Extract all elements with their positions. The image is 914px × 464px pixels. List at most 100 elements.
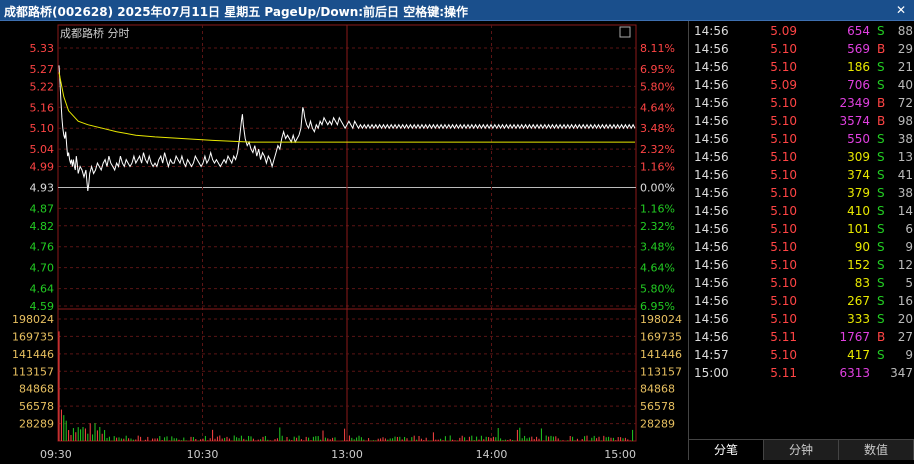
pct-tick-label: 1.16%: [640, 161, 675, 174]
volume-tick-label-right: 84868: [640, 383, 675, 396]
tick-vol: 654: [847, 24, 870, 38]
tick-count: 5: [905, 276, 913, 290]
tick-side: B: [877, 96, 886, 110]
tick-row: 14:56 5.10 267 S 16: [689, 293, 914, 311]
time-axis-label: 13:00: [331, 448, 363, 460]
tick-side: S: [877, 204, 885, 218]
tab-1[interactable]: 分钟: [764, 440, 839, 460]
tick-time: 14:56: [694, 132, 729, 146]
tick-price: 5.10: [770, 186, 797, 200]
tick-price: 5.11: [770, 330, 797, 344]
tick-count: 12: [897, 258, 913, 272]
pct-tick-label: 3.48%: [640, 122, 675, 135]
intraday-chart[interactable]: 成都路桥 分时 5.33 8.11% 5.27 6.95% 5.22 5.80% 5.16 4.…: [0, 21, 688, 461]
tick-vol: 410: [847, 204, 870, 218]
pct-tick-label: 6.95%: [640, 63, 675, 76]
pct-tick-label: 6.95%: [640, 300, 675, 313]
tick-row: 14:56 5.09 654 S 88: [689, 23, 914, 41]
pct-tick-label: 5.80%: [640, 80, 675, 93]
tick-vol: 83: [854, 276, 870, 290]
pct-tick-label: 8.11%: [640, 42, 675, 55]
tick-price: 5.10: [770, 168, 797, 182]
volume-tick-label: 56578: [19, 400, 54, 413]
tick-vol: 569: [847, 42, 870, 56]
volume-tick-label-right: 198024: [640, 313, 682, 326]
price-tick-label: 5.27: [30, 63, 55, 76]
tick-row: 14:56 5.10 550 S 38: [689, 131, 914, 149]
price-tick-label: 5.22: [30, 80, 55, 93]
volume-tick-label-right: 28289: [640, 418, 675, 431]
tick-vol: 550: [847, 132, 870, 146]
tick-row: 14:57 5.10 417 S 9: [689, 347, 914, 365]
time-axis-label: 15:00: [604, 448, 636, 460]
tick-list[interactable]: 14:56 5.09 654 S 88 14:56 5.10 569 B 29 14:56 5.10 1…: [688, 21, 914, 439]
tick-vol: 374: [847, 168, 870, 182]
tick-vol: 90: [854, 240, 870, 254]
tick-side: S: [877, 276, 885, 290]
tick-count: 9: [905, 240, 913, 254]
tick-price: 5.10: [770, 132, 797, 146]
close-icon[interactable]: ✕: [895, 3, 906, 17]
tick-price: 5.10: [770, 222, 797, 236]
volume-tick-label-right: 141446: [640, 348, 682, 361]
tick-vol: 186: [847, 60, 870, 74]
tick-count: 40: [897, 78, 913, 92]
tick-vol: 333: [847, 312, 870, 326]
price-tick-label: 5.16: [30, 101, 55, 114]
price-line: [58, 65, 636, 191]
title-bar: 成都路桥(002628) 2025年07月11日 星期五 PageUp/Down…: [0, 0, 914, 21]
tick-time: 14:56: [694, 150, 729, 164]
tick-side: S: [877, 312, 885, 326]
tick-time: 14:56: [694, 276, 729, 290]
tick-price: 5.10: [770, 348, 797, 362]
tick-count: 38: [897, 132, 913, 146]
time-axis-label: 14:00: [476, 448, 508, 460]
tick-time: 14:56: [694, 186, 729, 200]
tab-0[interactable]: 分笔: [689, 440, 764, 460]
tick-side: B: [877, 330, 886, 344]
tick-side: S: [877, 186, 885, 200]
tick-row: 14:56 5.10 569 B 29: [689, 41, 914, 59]
tick-vol: 101: [847, 222, 870, 236]
tick-vol: 267: [847, 294, 870, 308]
volume-tick-label-right: 169735: [640, 330, 682, 343]
tick-time: 14:56: [694, 24, 729, 38]
tick-time: 14:56: [694, 312, 729, 326]
tick-vol: 6313: [839, 366, 870, 380]
tick-price: 5.09: [770, 78, 797, 92]
pct-tick-label: 2.32%: [640, 143, 675, 156]
tick-side: S: [877, 132, 885, 146]
tick-count: 16: [897, 294, 913, 308]
tick-row: 14:56 5.10 333 S 20: [689, 311, 914, 329]
tick-count: 21: [897, 60, 913, 74]
tick-vol: 152: [847, 258, 870, 272]
price-tick-label: 4.82: [30, 220, 55, 233]
tick-vol: 3574: [839, 114, 870, 128]
tick-side: B: [877, 42, 886, 56]
pct-tick-label: 1.16%: [640, 202, 675, 215]
pct-tick-label: 4.64%: [640, 101, 675, 114]
tick-side: S: [877, 222, 885, 236]
price-tick-label: 4.76: [30, 241, 55, 254]
tick-count: 88: [897, 24, 913, 38]
tick-time: 14:56: [694, 330, 729, 344]
tick-row: 14:56 5.10 374 S 41: [689, 167, 914, 185]
tick-side: S: [877, 258, 885, 272]
tick-time: 14:56: [694, 114, 729, 128]
tick-count: 9: [905, 348, 913, 362]
tab-2[interactable]: 数值: [839, 440, 914, 460]
tick-count: 98: [897, 114, 913, 128]
pct-tick-label: 3.48%: [640, 241, 675, 254]
tick-side: S: [877, 168, 885, 182]
average-price-line: [58, 72, 635, 143]
tick-side: S: [877, 24, 885, 38]
tick-price: 5.10: [770, 60, 797, 74]
tick-row: 14:56 5.10 379 S 38: [689, 185, 914, 203]
volume-tick-label: 141446: [12, 348, 54, 361]
tick-side: S: [877, 78, 885, 92]
time-axis-label: 10:30: [187, 448, 219, 460]
tick-price: 5.10: [770, 294, 797, 308]
tick-time: 14:56: [694, 240, 729, 254]
tick-time: 14:56: [694, 222, 729, 236]
tick-time: 14:56: [694, 78, 729, 92]
